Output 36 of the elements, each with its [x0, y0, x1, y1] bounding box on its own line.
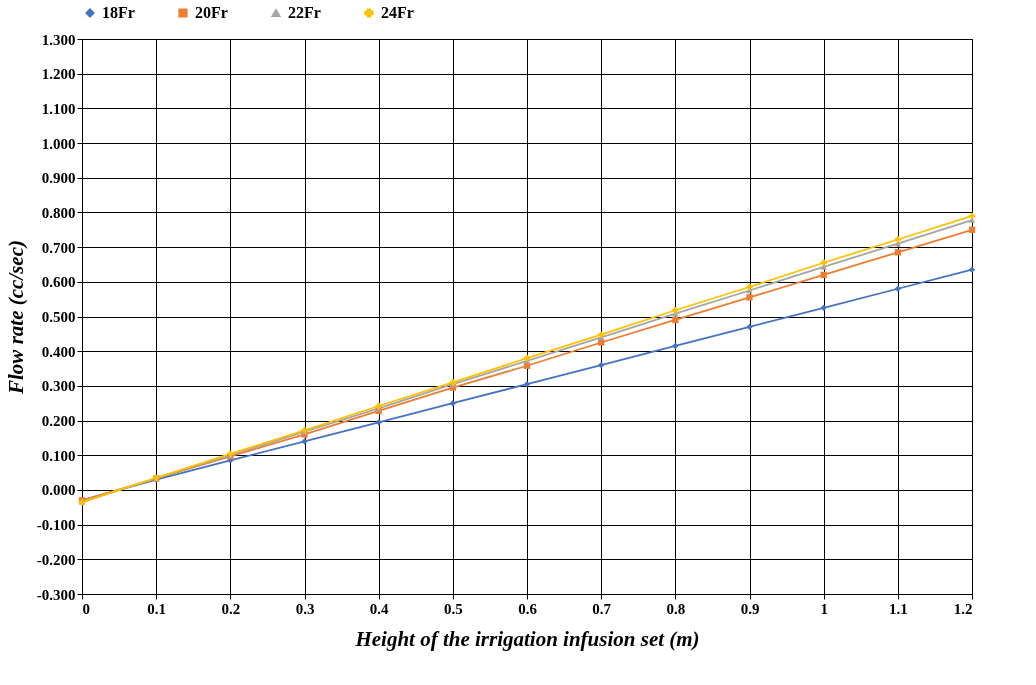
- x-tick-label: 0.9: [740, 600, 760, 617]
- y-tick-label: -0.100: [36, 517, 76, 534]
- x-axis-title: Height of the irrigation infusion set (m): [354, 626, 700, 651]
- legend-label: 18Fr: [102, 4, 135, 21]
- legend-label: 24Fr: [381, 4, 414, 21]
- y-axis-title: Flow rate (cc/sec): [3, 240, 28, 395]
- y-tick-label: -0.300: [36, 586, 76, 603]
- y-tick-label: 1.300: [41, 31, 76, 48]
- y-tick-label: -0.200: [36, 551, 76, 568]
- y-tick-label: 0.300: [41, 378, 76, 395]
- x-tick-label: 1.2: [953, 600, 973, 617]
- x-tick-label: 0.3: [295, 600, 315, 617]
- x-tick-label: 1.1: [888, 600, 908, 617]
- x-tick-label: 0.4: [369, 600, 390, 617]
- y-tick-label: 0.100: [41, 447, 76, 464]
- y-tick-label: 0.500: [41, 309, 76, 325]
- x-tick-label: 0.6: [518, 600, 538, 617]
- y-tick-label: 0.400: [41, 343, 76, 360]
- y-tick-label: 1.200: [41, 66, 76, 83]
- y-tick-label: 0.800: [41, 204, 76, 221]
- x-tick-label: 1: [820, 600, 828, 617]
- x-tick-label: 0.5: [443, 600, 463, 617]
- x-tick-label: 0.7: [592, 600, 612, 617]
- x-tick-label: 0.1: [147, 600, 167, 617]
- y-tick-label: 0.700: [41, 239, 76, 256]
- y-tick-label: 1.100: [41, 100, 76, 117]
- y-tick-label: 0.900: [41, 170, 76, 187]
- y-tick-label: 0.000: [41, 482, 76, 499]
- x-tick-label: 0.8: [666, 600, 686, 617]
- y-tick-label: 1.000: [41, 135, 76, 152]
- legend-label: 22Fr: [288, 4, 321, 21]
- x-tick-label: 0: [82, 600, 90, 617]
- legend-label: 20Fr: [195, 4, 228, 21]
- y-tick-label: 0.200: [41, 413, 76, 430]
- x-tick-label: 0.2: [221, 600, 241, 617]
- y-tick-label: 0.600: [41, 274, 76, 291]
